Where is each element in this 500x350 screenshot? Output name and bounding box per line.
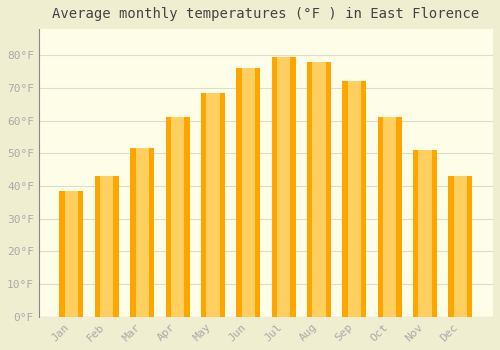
- Bar: [166, 117, 190, 317]
- Title: Average monthly temperatures (°F ) in East Florence: Average monthly temperatures (°F ) in Ea…: [52, 7, 480, 21]
- Bar: [201, 93, 225, 317]
- Bar: [272, 57, 295, 317]
- Bar: [130, 148, 154, 317]
- Bar: [454, 176, 467, 317]
- Bar: [171, 117, 184, 317]
- Bar: [60, 191, 84, 317]
- Bar: [65, 191, 78, 317]
- Bar: [413, 150, 437, 317]
- Bar: [100, 176, 114, 317]
- Bar: [448, 176, 472, 317]
- Bar: [383, 117, 396, 317]
- Bar: [342, 81, 366, 317]
- Bar: [136, 148, 149, 317]
- Bar: [307, 62, 331, 317]
- Bar: [242, 68, 255, 317]
- Bar: [418, 150, 432, 317]
- Bar: [348, 81, 361, 317]
- Bar: [206, 93, 220, 317]
- Bar: [378, 117, 402, 317]
- Bar: [236, 68, 260, 317]
- Bar: [277, 57, 290, 317]
- Bar: [95, 176, 119, 317]
- Bar: [312, 62, 326, 317]
